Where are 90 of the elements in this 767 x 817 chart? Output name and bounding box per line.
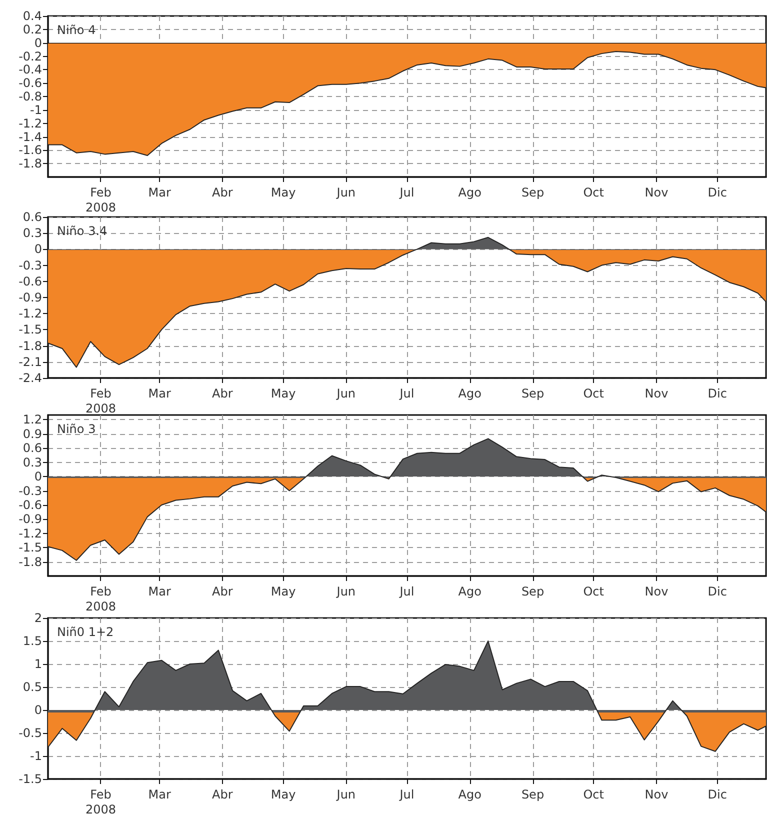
- x-tick-label: Sep: [521, 788, 544, 802]
- x-tick-label: Mar: [148, 584, 171, 598]
- y-tick-label: 0.2: [22, 22, 42, 36]
- y-tick-label: -0.8: [18, 90, 42, 104]
- y-tick-label: 0: [34, 242, 42, 256]
- x-tick-label: Dic: [708, 584, 727, 598]
- x-tick-label: Jul: [398, 186, 414, 200]
- x-tick-label: Ago: [458, 186, 482, 200]
- y-tick-label: -2.4: [18, 371, 42, 385]
- x-tick-label: Feb 2008: [85, 788, 116, 816]
- x-tick-label: Oct: [583, 386, 604, 400]
- y-tick-label: 0.9: [22, 426, 42, 441]
- y-tick-label: 0.6: [22, 441, 42, 456]
- y-tick-label: -0.9: [18, 290, 42, 304]
- x-tick-label: Ago: [458, 386, 482, 400]
- x-tick-label: Jul: [398, 788, 414, 802]
- y-tick-label: -0.3: [18, 258, 42, 272]
- y-tick-label: -1: [30, 749, 42, 763]
- x-tick-label: Abr: [212, 186, 233, 200]
- x-tick-label: Jun: [336, 186, 356, 200]
- y-tick-label: -0.4: [18, 62, 42, 77]
- x-tick-label: Dic: [708, 386, 727, 400]
- y-tick-label: 0.3: [22, 455, 42, 470]
- y-tick-label: -1.8: [18, 156, 42, 171]
- x-tick-label: Mar: [148, 186, 171, 200]
- y-tick-label: -1.8: [18, 338, 42, 353]
- x-tick-label: Sep: [521, 584, 544, 598]
- y-tick-label: 0.4: [22, 9, 42, 23]
- text: Niño 3: [57, 422, 96, 436]
- x-tick-label: May: [270, 584, 296, 598]
- y-tick-label: -0.9: [18, 512, 42, 526]
- y-tick-label: -0.2: [18, 49, 42, 64]
- x-tick-label: Nov: [644, 584, 668, 598]
- x-tick-label: Jun: [336, 584, 356, 598]
- text: Niño 4: [57, 23, 96, 37]
- y-tick-label: 0: [34, 36, 42, 50]
- y-tick-label: 1.5: [22, 634, 42, 648]
- y-tick-label: -1.5: [18, 772, 42, 786]
- x-tick-label: Jul: [398, 584, 414, 598]
- x-tick-label: Nov: [644, 386, 668, 400]
- y-tick-label: -1.4: [18, 130, 42, 144]
- y-tick-label: -1.5: [18, 322, 42, 337]
- y-tick-label: -0.6: [18, 76, 42, 90]
- y-tick-label: -0.5: [18, 726, 42, 740]
- text: Niño 3.4: [57, 224, 108, 238]
- x-tick-label: Dic: [708, 186, 727, 200]
- y-tick-label: 0: [34, 470, 42, 484]
- x-tick-label: Mar: [148, 386, 171, 400]
- x-tick-label: Nov: [644, 186, 668, 200]
- y-tick-label: -0.6: [18, 274, 42, 288]
- y-tick-label: 1.2: [22, 412, 42, 427]
- y-tick-label: 0.5: [22, 680, 42, 694]
- x-tick-label: Sep: [521, 386, 544, 400]
- x-tick-label: Mar: [148, 788, 171, 802]
- x-tick-label: Dic: [708, 788, 727, 802]
- y-tick-label: -1.2: [18, 116, 42, 130]
- y-tick-label: 1: [34, 657, 42, 671]
- y-tick-label: -2.1: [18, 354, 42, 369]
- y-tick-label: 0: [34, 703, 42, 717]
- y-tick-label: -1.5: [18, 540, 42, 555]
- y-tick-label: -1.8: [18, 554, 42, 569]
- x-tick-label: Feb 2008: [85, 584, 116, 614]
- x-tick-label: Jun: [336, 788, 356, 802]
- x-tick-label: May: [270, 186, 296, 200]
- x-tick-label: Ago: [458, 788, 482, 802]
- y-tick-label: -0.3: [18, 484, 42, 498]
- x-tick-label: Abr: [212, 584, 233, 598]
- x-tick-label: Jun: [336, 386, 356, 400]
- x-tick-label: Jul: [398, 386, 414, 400]
- y-tick-label: -1.6: [18, 143, 42, 158]
- y-tick-label: -1.2: [18, 526, 42, 540]
- x-tick-label: Feb 2008: [85, 386, 116, 416]
- x-tick-label: Feb 2008: [85, 186, 116, 214]
- x-tick-label: Oct: [583, 584, 604, 598]
- text: Niñ0 1+2: [57, 625, 114, 639]
- x-tick-label: Abr: [212, 788, 233, 802]
- y-tick-label: -1.2: [18, 306, 42, 321]
- y-tick-label: -0.6: [18, 498, 42, 512]
- x-tick-label: Nov: [644, 788, 668, 802]
- x-tick-label: May: [270, 386, 296, 400]
- x-tick-label: May: [270, 788, 296, 802]
- y-tick-label: 0.3: [22, 226, 42, 240]
- y-tick-label: 2: [34, 611, 42, 625]
- x-tick-label: Oct: [583, 788, 604, 802]
- y-tick-label: 0.6: [22, 210, 42, 224]
- y-tick-label: -1: [30, 102, 42, 117]
- x-tick-label: Sep: [521, 186, 544, 200]
- x-tick-label: Ago: [458, 584, 482, 598]
- x-tick-label: Oct: [583, 186, 604, 200]
- x-tick-label: Abr: [212, 386, 233, 400]
